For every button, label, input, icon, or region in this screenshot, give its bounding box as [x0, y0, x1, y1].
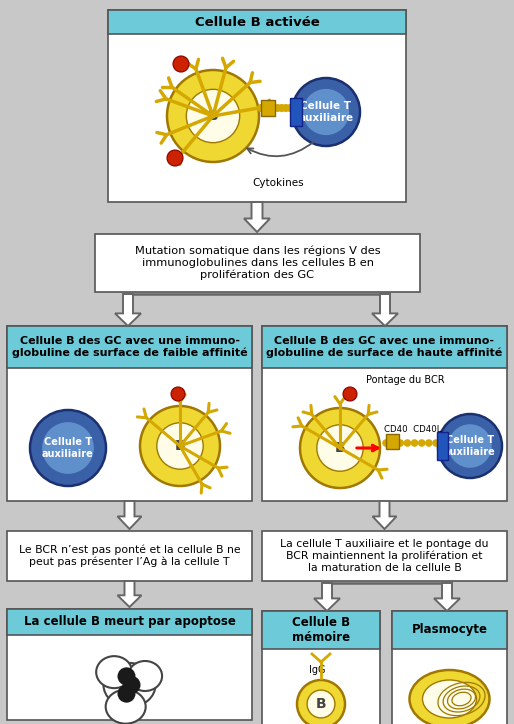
FancyBboxPatch shape	[7, 326, 252, 501]
Polygon shape	[373, 501, 396, 529]
FancyBboxPatch shape	[262, 611, 380, 649]
FancyBboxPatch shape	[262, 531, 507, 581]
Circle shape	[273, 104, 282, 112]
Ellipse shape	[106, 690, 145, 724]
Circle shape	[282, 104, 290, 112]
Circle shape	[303, 89, 349, 135]
Circle shape	[307, 690, 335, 718]
Circle shape	[140, 406, 220, 486]
Circle shape	[297, 680, 345, 724]
FancyBboxPatch shape	[7, 609, 252, 635]
Circle shape	[389, 439, 397, 447]
Text: La cellule B meurt par apoptose: La cellule B meurt par apoptose	[24, 615, 235, 628]
Polygon shape	[118, 501, 141, 529]
Text: Pontage du BCR: Pontage du BCR	[366, 375, 445, 385]
Text: B: B	[335, 441, 345, 455]
Text: Cellule B activée: Cellule B activée	[195, 15, 319, 28]
FancyBboxPatch shape	[108, 10, 406, 202]
Polygon shape	[244, 202, 270, 232]
Ellipse shape	[410, 670, 489, 724]
Circle shape	[343, 387, 357, 401]
FancyBboxPatch shape	[7, 326, 252, 368]
Circle shape	[411, 439, 418, 447]
Text: Cytokines: Cytokines	[252, 178, 304, 188]
FancyBboxPatch shape	[437, 432, 448, 460]
Text: Cellule T
auxiliaire: Cellule T auxiliaire	[444, 435, 496, 457]
Text: CD40  CD40L: CD40 CD40L	[384, 426, 442, 434]
Text: Le BCR n’est pas ponté et la cellule B ne
peut pas présenter l’Ag à la cellule T: Le BCR n’est pas ponté et la cellule B n…	[19, 544, 241, 568]
Polygon shape	[372, 294, 398, 326]
FancyBboxPatch shape	[392, 611, 507, 724]
Polygon shape	[115, 294, 141, 326]
Circle shape	[167, 150, 183, 166]
FancyBboxPatch shape	[262, 326, 507, 501]
Circle shape	[261, 104, 269, 112]
Text: B: B	[175, 439, 186, 453]
Circle shape	[403, 439, 411, 447]
Circle shape	[173, 56, 189, 72]
Circle shape	[317, 425, 363, 471]
Text: Mutation somatique dans les régions V des
immunoglobulines dans les cellules B e: Mutation somatique dans les régions V de…	[135, 246, 380, 280]
FancyBboxPatch shape	[392, 611, 507, 649]
Text: IgG: IgG	[309, 665, 325, 675]
Circle shape	[269, 104, 278, 112]
Circle shape	[118, 668, 136, 686]
Circle shape	[257, 104, 265, 112]
Text: B: B	[316, 697, 326, 711]
Circle shape	[438, 414, 502, 478]
Circle shape	[30, 410, 106, 486]
Circle shape	[122, 676, 140, 694]
Ellipse shape	[128, 661, 162, 691]
Circle shape	[292, 78, 360, 146]
FancyBboxPatch shape	[386, 434, 399, 449]
Text: La cellule T auxiliaire et le pontage du
BCR maintiennent la prolifération et
la: La cellule T auxiliaire et le pontage du…	[280, 539, 489, 573]
Circle shape	[118, 685, 136, 703]
Circle shape	[186, 89, 240, 143]
Ellipse shape	[96, 656, 132, 688]
Circle shape	[265, 104, 273, 112]
Circle shape	[300, 408, 380, 488]
Ellipse shape	[423, 680, 476, 718]
Polygon shape	[314, 583, 340, 611]
Circle shape	[278, 104, 286, 112]
FancyBboxPatch shape	[108, 10, 406, 34]
Circle shape	[432, 439, 440, 447]
Text: Plasmocyte: Plasmocyte	[412, 623, 487, 636]
FancyBboxPatch shape	[262, 326, 507, 368]
Circle shape	[382, 439, 390, 447]
FancyBboxPatch shape	[7, 531, 252, 581]
Circle shape	[42, 422, 94, 473]
Ellipse shape	[103, 663, 156, 707]
Text: Cellule B des GC avec une immuno-
globuline de surface de faible affinité: Cellule B des GC avec une immuno- globul…	[12, 336, 247, 358]
FancyBboxPatch shape	[95, 234, 420, 292]
Text: Cellule B des GC avec une immuno-
globuline de surface de haute affinité: Cellule B des GC avec une immuno- globul…	[266, 336, 503, 358]
Text: Cellule T
auxiliaire: Cellule T auxiliaire	[42, 437, 94, 459]
Circle shape	[171, 387, 185, 401]
Circle shape	[167, 70, 259, 162]
Circle shape	[286, 104, 294, 112]
Polygon shape	[434, 583, 460, 611]
FancyBboxPatch shape	[290, 98, 302, 126]
Circle shape	[448, 424, 492, 468]
Circle shape	[396, 439, 404, 447]
Circle shape	[418, 439, 426, 447]
Text: B: B	[208, 109, 218, 123]
Text: Cellule B
mémoire: Cellule B mémoire	[292, 616, 350, 644]
FancyBboxPatch shape	[7, 609, 252, 720]
FancyBboxPatch shape	[262, 611, 380, 724]
FancyBboxPatch shape	[261, 100, 275, 116]
Circle shape	[157, 423, 203, 469]
Circle shape	[425, 439, 433, 447]
Polygon shape	[118, 581, 141, 607]
Text: Cellule T
auxiliaire: Cellule T auxiliaire	[299, 101, 354, 123]
